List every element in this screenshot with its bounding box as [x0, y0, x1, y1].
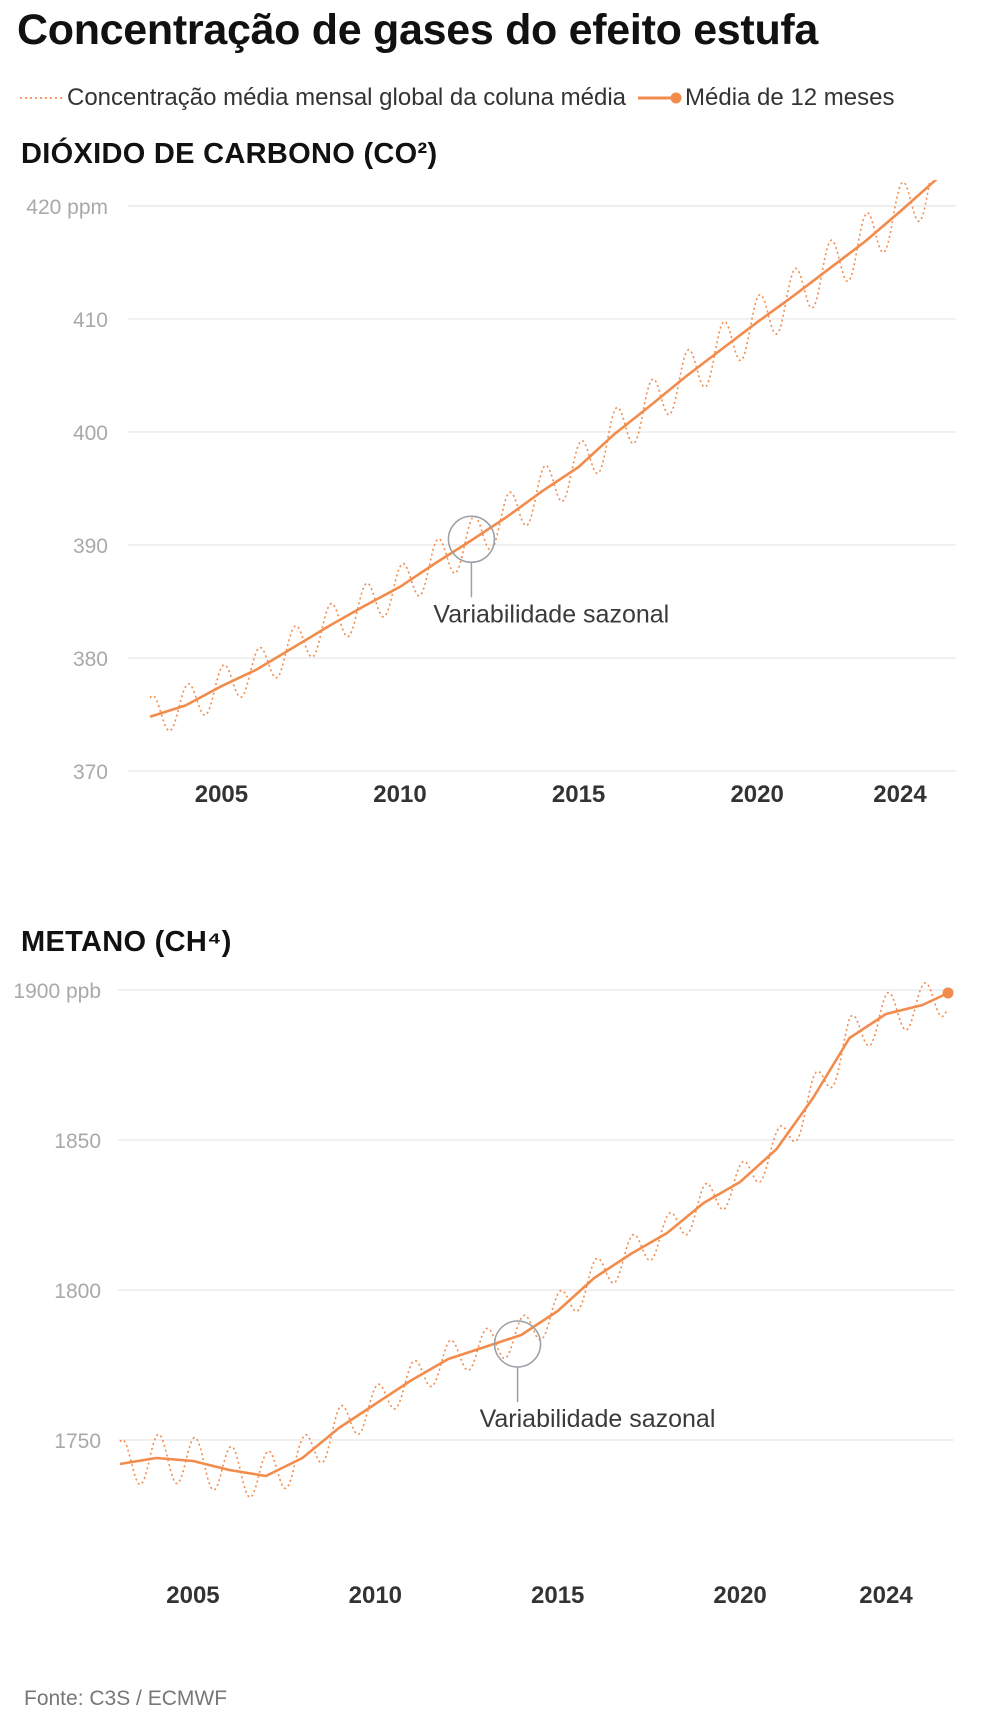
annotation-label: Variabilidade sazonal [433, 600, 669, 628]
ch4-title: METANO (CH⁴) [21, 926, 232, 958]
x-tick-label: 2010 [373, 781, 426, 808]
source-note: Fonte: C3S / ECMWF [24, 1687, 228, 1710]
x-tick-label: 2010 [349, 1582, 402, 1609]
x-tick-label: 2015 [531, 1582, 584, 1609]
legend-monthly-label: Concentração média mensal global da colu… [67, 84, 627, 111]
x-tick-label: 2005 [166, 1582, 219, 1609]
legend-average-label: Média de 12 meses [685, 84, 895, 111]
y-tick-label: 1850 [54, 1130, 101, 1153]
legend-solid-swatch [638, 92, 682, 104]
x-tick-label: 2024 [873, 781, 927, 808]
legend: Concentração média mensal global da colu… [20, 80, 970, 114]
y-tick-label: 410 [73, 309, 108, 332]
latest-point-marker [942, 987, 954, 999]
x-tick-label: 2020 [730, 781, 783, 808]
y-tick-label: 400 [73, 422, 108, 445]
co2-chart: 370 380 390 400 410 420 ppm 2005 2010 2015 2020 20… [26, 180, 956, 808]
legend-dotted-swatch [20, 97, 62, 99]
y-tick-label: 1750 [54, 1430, 101, 1453]
x-tick-label: 2005 [195, 781, 248, 808]
y-tick-label: 1900 ppb [13, 980, 101, 1003]
y-tick-label: 370 [73, 761, 108, 784]
average-series-line [149, 180, 938, 719]
y-tick-label: 420 ppm [26, 196, 108, 219]
average-series-line [119, 991, 949, 1478]
annotation-circle [447, 515, 496, 564]
y-tick-label: 380 [73, 648, 108, 671]
y-tick-label: 1800 [54, 1280, 101, 1303]
monthly-series-line [149, 180, 931, 732]
chart-title: Concentração de gases do efeito estufa [17, 6, 819, 54]
x-tick-label: 2015 [552, 781, 605, 808]
annotation-label: Variabilidade sazonal [480, 1405, 716, 1433]
x-tick-label: 2024 [859, 1582, 913, 1609]
co2-title: DIÓXIDO DE CARBONO (CO²) [21, 138, 438, 170]
ch4-chart: 1750 1800 1850 1900 ppb 2005 2010 2015 2020 2024… [13, 980, 954, 1609]
y-tick-label: 390 [73, 535, 108, 558]
x-tick-label: 2020 [713, 1582, 766, 1609]
